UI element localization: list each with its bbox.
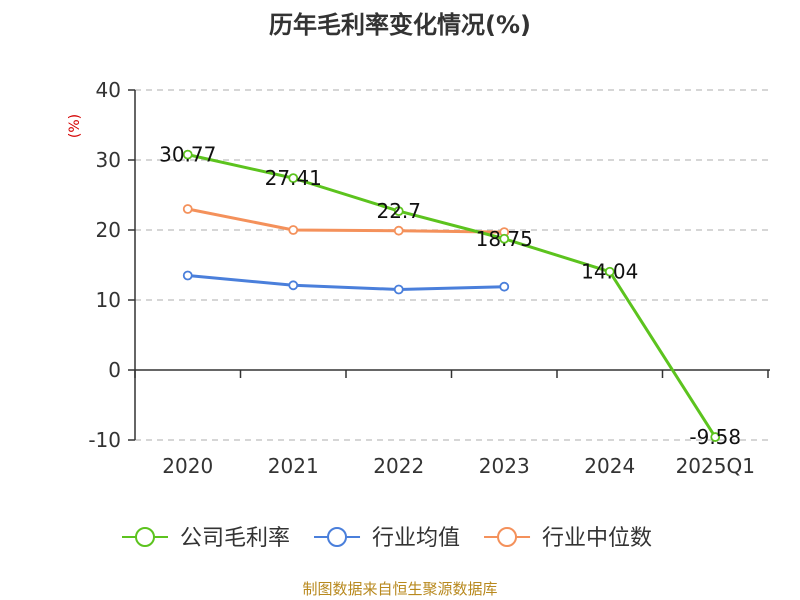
data-label-4: 14.04: [581, 260, 638, 284]
legend-marker-1: [327, 527, 348, 547]
y-tick-label-40: 40: [96, 78, 121, 102]
legend-marker-0: [135, 527, 155, 547]
series-1-point-0[interactable]: [182, 270, 193, 281]
legend-item-0[interactable]: 公司毛利率: [122, 526, 290, 551]
series-0-point-4[interactable]: [604, 266, 615, 277]
y-tick-label-0: 0: [108, 358, 121, 382]
series-1-point-3[interactable]: [499, 281, 510, 292]
legend-label-1: 行业均值: [372, 526, 460, 551]
series-2-point-2[interactable]: [393, 225, 404, 236]
series-2-point-1[interactable]: [288, 225, 299, 235]
series-0-point-5[interactable]: [710, 432, 721, 442]
gridlines: [135, 89, 768, 441]
x-tick-label-2020: 2020: [162, 454, 213, 478]
series-0-point-0[interactable]: [182, 149, 193, 160]
series-line-2: [187, 207, 505, 234]
legend-item-2[interactable]: 行业中位数: [484, 526, 652, 551]
legend-item-1[interactable]: 行业均值: [314, 526, 460, 551]
series-1-point-2[interactable]: [393, 284, 404, 295]
series-1-point-1[interactable]: [288, 280, 299, 291]
series-0-point-3[interactable]: [499, 233, 510, 244]
series-group: [182, 149, 721, 442]
y-tick-label--10: -10: [88, 428, 121, 452]
legend-label-2: 行业中位数: [542, 526, 652, 551]
data-labels: 30.77 27.41 22.7 18.75 14.04 -9.58: [159, 143, 741, 449]
series-0-point-1[interactable]: [288, 173, 299, 184]
x-tick-label-2023: 2023: [479, 454, 530, 478]
series-0-point-2[interactable]: [393, 206, 404, 217]
x-tick-label-2024: 2024: [584, 454, 635, 478]
x-tick-label-2025Q1: 2025Q1: [676, 454, 755, 478]
x-tick-label-2021: 2021: [268, 454, 319, 478]
series-line-1: [187, 274, 505, 291]
series-2-point-0[interactable]: [182, 204, 193, 214]
data-label-2: 22.7: [376, 199, 421, 223]
legend-marker-2: [497, 527, 518, 547]
legend-label-0: 公司毛利率: [180, 526, 290, 551]
y-tick-label-20: 20: [96, 218, 121, 242]
data-label-5: -9.58: [689, 425, 741, 449]
series-line-0: [187, 153, 717, 438]
data-label-3: 18.75: [476, 227, 533, 251]
y-tick-label-10: 10: [96, 288, 121, 312]
chart-title: 历年毛利率变化情况(%): [269, 11, 531, 39]
axes: 40 30 20 10 0 -10 2020 2021 2022 2023 2024 2025Q1: [88, 78, 770, 478]
data-label-0: 30.77: [159, 143, 216, 167]
data-label-1: 27.41: [265, 166, 322, 190]
y-tick-label-30: 30: [96, 148, 121, 172]
x-tick-label-2022: 2022: [373, 454, 424, 478]
legend[interactable]: 公司毛利率 行业均值 行业中位数: [122, 526, 652, 551]
source-note: 制图数据来自恒生聚源数据库: [302, 580, 497, 598]
y-axis-unit: (%): [67, 114, 83, 138]
